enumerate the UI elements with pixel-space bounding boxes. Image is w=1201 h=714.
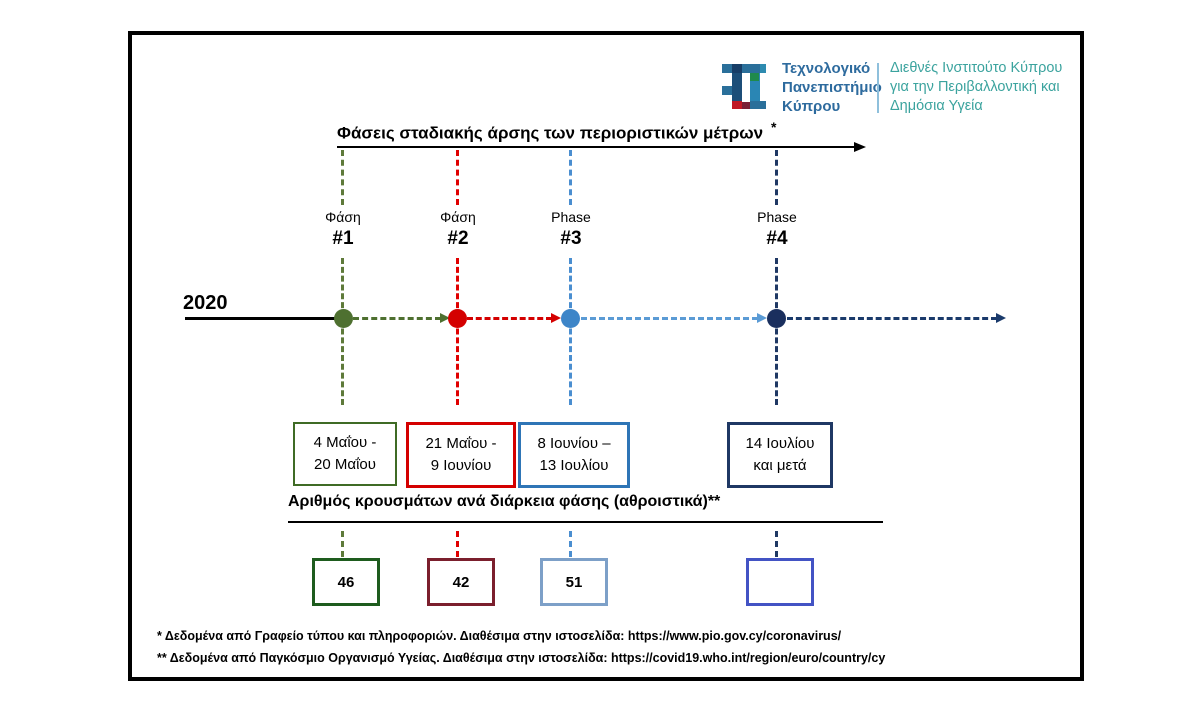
diagram-frame xyxy=(128,31,1084,681)
footnote-pio: * Δεδομένα από Γραφείο τύπου και πληροφο… xyxy=(157,629,842,643)
phase2-guide-dash-cases xyxy=(456,531,459,557)
phase2-guide-dash-mid xyxy=(456,258,459,405)
phase1-number: #1 xyxy=(332,228,354,249)
phase2-number: #2 xyxy=(447,228,469,249)
phase1-date-line: 4 Μαΐου - xyxy=(313,434,377,451)
phase1-milestone-dot xyxy=(334,309,353,328)
connector-phase3-to-phase4 xyxy=(581,317,758,320)
phase1-cases-box: 46 xyxy=(312,558,380,606)
brand-divider xyxy=(877,63,879,113)
institute-name-line: Διεθνές Ινστιτούτο Κύπρου xyxy=(890,60,1063,76)
institute-name-line: για την Περιβαλλοντική και xyxy=(890,79,1060,95)
timeline-base-line xyxy=(185,317,335,320)
cases-section-underline xyxy=(288,521,883,523)
timeline-axis-line xyxy=(337,146,855,148)
phase1-guide-dash-mid xyxy=(341,258,344,405)
connector-arrowhead-icon xyxy=(440,313,450,323)
phase4-guide-dash-mid xyxy=(775,258,778,405)
phase3-guide-dash-top xyxy=(569,150,572,205)
phase1-date-line: 20 Μαΐου xyxy=(314,456,376,473)
section-title-cases: Αριθμός κρουσμάτων ανά διάρκεια φάσης (α… xyxy=(288,493,721,510)
phase3-guide-dash-mid xyxy=(569,258,572,405)
section-title-phases: Φάσεις σταδιακής άρσης των περιοριστικών… xyxy=(337,119,776,144)
phase4-label: Phase xyxy=(757,209,797,225)
phase3-label: Phase xyxy=(551,209,591,225)
phase2-guide-dash-top xyxy=(456,150,459,205)
phase4-guide-dash-top xyxy=(775,150,778,205)
connector-arrowhead-icon xyxy=(996,313,1006,323)
cut-university-logo-icon xyxy=(722,64,766,109)
phase4-guide-dash-cases xyxy=(775,531,778,557)
phase3-cases-box: 51 xyxy=(540,558,608,606)
footnote-who: ** Δεδομένα από Παγκόσμιο Οργανισμό Υγεί… xyxy=(157,651,886,665)
connector-arrowhead-icon xyxy=(757,313,767,323)
phase1-date-box: 4 Μαΐου - 20 Μαΐου xyxy=(293,422,397,486)
phase1-guide-dash-top xyxy=(341,150,344,205)
university-name: Τεχνολογικό Πανεπιστήμιο Κύπρου xyxy=(782,59,882,116)
phase2-date-line: 21 Μαΐου - xyxy=(425,435,497,452)
phase3-number: #3 xyxy=(560,228,582,249)
phase3-date-box: 8 Ιουνίου – 13 Ιουλίου xyxy=(518,422,630,488)
phase2-date-box: 21 Μαΐου - 9 Ιουνίου xyxy=(406,422,516,488)
phase1-guide-dash-cases xyxy=(341,531,344,557)
section-title-phases-text: Φάσεις σταδιακής άρσης των περιοριστικών… xyxy=(337,123,764,143)
institute-name: Διεθνές Ινστιτούτο Κύπρου για την Περιβα… xyxy=(890,59,1080,116)
phase3-date-line: 8 Ιουνίου – xyxy=(537,435,611,452)
phase4-cases-box xyxy=(746,558,814,606)
phase2-label: Φάση xyxy=(440,209,476,225)
year-label: 2020 xyxy=(183,292,228,314)
phase4-milestone-dot xyxy=(767,309,786,328)
connector-arrowhead-icon xyxy=(551,313,561,323)
connector-phase4-onward xyxy=(787,317,997,320)
phase3-guide-dash-cases xyxy=(569,531,572,557)
connector-phase2-to-phase3 xyxy=(467,317,552,320)
phase3-milestone-dot xyxy=(561,309,580,328)
phase4-number: #4 xyxy=(766,228,788,249)
phase3-date-line: 13 Ιουλίου xyxy=(539,457,609,474)
university-name-line: Κύπρου xyxy=(782,98,841,115)
phase2-milestone-dot xyxy=(448,309,467,328)
phase2-date-line: 9 Ιουνίου xyxy=(430,457,492,474)
phase4-date-line: και μετά xyxy=(753,457,807,474)
phase4-date-box: 14 Ιουλίου και μετά xyxy=(727,422,833,488)
phase4-date-line: 14 Ιουλίου xyxy=(745,435,815,452)
university-name-line: Τεχνολογικό xyxy=(782,60,871,77)
phase2-cases-box: 42 xyxy=(427,558,495,606)
connector-phase1-to-phase2 xyxy=(353,317,441,320)
institute-name-line: Δημόσια Υγεία xyxy=(890,98,983,114)
phase1-label: Φάση xyxy=(325,209,361,225)
timeline-axis-arrowhead-icon xyxy=(854,142,866,152)
footnote-marker: * xyxy=(771,119,777,135)
university-name-line: Πανεπιστήμιο xyxy=(782,79,882,96)
